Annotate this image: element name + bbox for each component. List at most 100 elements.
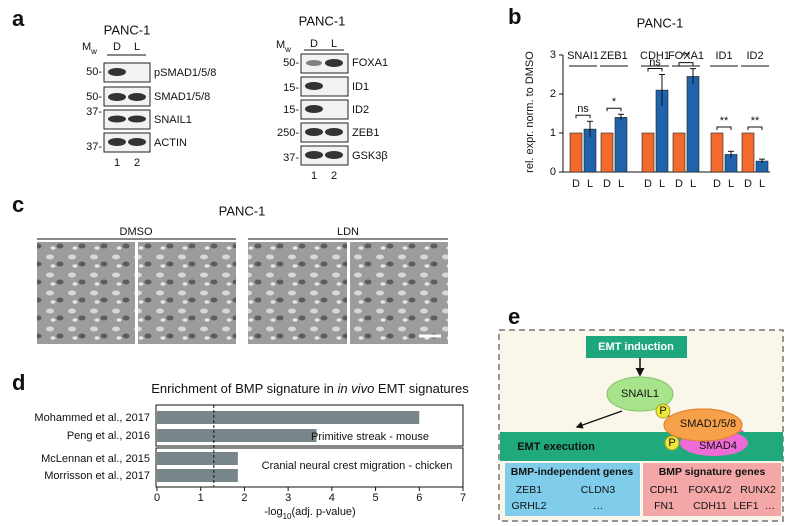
gene: GRHL2 bbox=[511, 500, 546, 512]
phospho bbox=[664, 435, 680, 451]
band bbox=[128, 115, 146, 123]
title-part: EMT signatures bbox=[374, 381, 469, 396]
bar bbox=[741, 132, 755, 173]
group-label: SNAI1 bbox=[567, 50, 599, 62]
x-tick-label: D bbox=[572, 178, 580, 190]
significance-label: ns bbox=[577, 103, 589, 115]
execution-label: EMT execution bbox=[517, 441, 595, 453]
lane-label: L bbox=[134, 41, 140, 53]
smad4-label: SMAD4 bbox=[699, 440, 737, 452]
group-label: FOXA1 bbox=[668, 50, 704, 62]
blot bbox=[300, 99, 349, 120]
smad158-label-front: SMAD1/5/8 bbox=[680, 418, 736, 430]
significance-label: ** bbox=[682, 51, 691, 63]
x-label-part: 10 bbox=[283, 512, 292, 521]
x-label-part: (adj. p-value) bbox=[292, 506, 356, 518]
bar bbox=[157, 469, 238, 482]
micrograph bbox=[138, 242, 236, 344]
band bbox=[325, 59, 343, 67]
gene: … bbox=[593, 500, 604, 512]
protein: FOXA1 bbox=[352, 57, 388, 69]
protein: SNAIL1 bbox=[154, 114, 192, 126]
arrow bbox=[575, 410, 623, 429]
marker: 250- bbox=[277, 127, 299, 139]
y-tick-label: 1 bbox=[550, 127, 556, 139]
x-tick-label: D bbox=[644, 178, 652, 190]
mw-label: Mw bbox=[82, 41, 97, 56]
x-tick-label: L bbox=[759, 178, 765, 190]
x-tick-label: 2 bbox=[241, 492, 247, 504]
significance-label: ** bbox=[751, 115, 760, 127]
protein: ID2 bbox=[352, 104, 369, 116]
lane-label: D bbox=[310, 38, 318, 50]
y-tick-label: 3 bbox=[550, 49, 556, 61]
mw: M bbox=[276, 39, 285, 51]
chart-title: PANC-1 bbox=[637, 15, 684, 30]
band bbox=[325, 151, 343, 159]
x-tick-label: D bbox=[603, 178, 611, 190]
band bbox=[128, 93, 146, 101]
significance-label: * bbox=[612, 96, 617, 108]
induction-box bbox=[586, 336, 687, 358]
phospho-label: P bbox=[668, 437, 675, 449]
bar bbox=[157, 452, 238, 465]
panel-letter: a bbox=[12, 6, 25, 31]
condition: LDN bbox=[337, 226, 359, 238]
group-label: Cranial neural crest migration - chicken bbox=[262, 460, 453, 472]
bar bbox=[686, 76, 700, 173]
blot-left: PANC-1 Mw D L 50- 50- 37- 37- pSMAD1/5/8… bbox=[82, 22, 216, 168]
x-tick-label: D bbox=[675, 178, 683, 190]
panel-letter: d bbox=[12, 370, 25, 395]
marker: 15- bbox=[283, 104, 299, 116]
category-label: Morrisson et al., 2017 bbox=[44, 470, 150, 482]
phospho-label: P bbox=[659, 405, 666, 417]
x-tick-label: 7 bbox=[460, 492, 466, 504]
group-label: ID2 bbox=[746, 50, 763, 62]
gene: RUNX2 bbox=[740, 484, 776, 496]
marker: 50- bbox=[283, 57, 299, 69]
band bbox=[305, 128, 323, 136]
significance-bracket bbox=[606, 107, 622, 112]
gene-box-title: BMP signature genes bbox=[659, 466, 766, 478]
x-tick-label: 0 bbox=[154, 492, 160, 504]
category-label: Mohammed et al., 2017 bbox=[34, 412, 150, 424]
band bbox=[325, 128, 343, 136]
group-label: Primitive streak - mouse bbox=[311, 431, 429, 443]
protein: pSMAD1/5/8 bbox=[154, 67, 216, 79]
x-tick-label: D bbox=[744, 178, 752, 190]
significance-bracket bbox=[647, 68, 663, 72]
group-box bbox=[155, 404, 464, 447]
protein: SMAD1/5/8 bbox=[154, 91, 210, 103]
significance-label: ** bbox=[720, 115, 729, 127]
band bbox=[305, 105, 323, 113]
x-tick-label: L bbox=[618, 178, 624, 190]
lane-number: 2 bbox=[331, 170, 337, 182]
blot-right: PANC-1 Mw D L 50- 15- 15- 250- 37- FOXA1… bbox=[276, 13, 388, 181]
significance-bracket bbox=[678, 62, 694, 66]
x-tick-label: L bbox=[587, 178, 593, 190]
bar bbox=[569, 132, 583, 173]
x-tick-label: 3 bbox=[285, 492, 291, 504]
micrograph bbox=[37, 242, 135, 344]
band bbox=[305, 82, 323, 90]
significance-bracket bbox=[747, 126, 763, 130]
marker: 50- bbox=[86, 66, 102, 78]
band bbox=[108, 68, 126, 76]
blot bbox=[300, 145, 349, 166]
gene: … bbox=[765, 500, 776, 512]
panel-letter: c bbox=[12, 192, 24, 217]
gene: LEF1 bbox=[733, 500, 758, 512]
bar bbox=[600, 132, 614, 173]
snail-node bbox=[606, 376, 674, 412]
protein: ID1 bbox=[352, 81, 369, 93]
protein: GSK3β bbox=[352, 150, 388, 162]
gene: FN1 bbox=[654, 500, 674, 512]
smad158-node-front bbox=[663, 408, 743, 442]
marker: 37- bbox=[86, 106, 102, 118]
marker: 37- bbox=[283, 152, 299, 164]
mw-sub: w bbox=[90, 47, 97, 56]
y-tick-label: 2 bbox=[550, 88, 556, 100]
bar bbox=[157, 411, 420, 424]
x-tick-label: 6 bbox=[416, 492, 422, 504]
marker: 50- bbox=[86, 91, 102, 103]
